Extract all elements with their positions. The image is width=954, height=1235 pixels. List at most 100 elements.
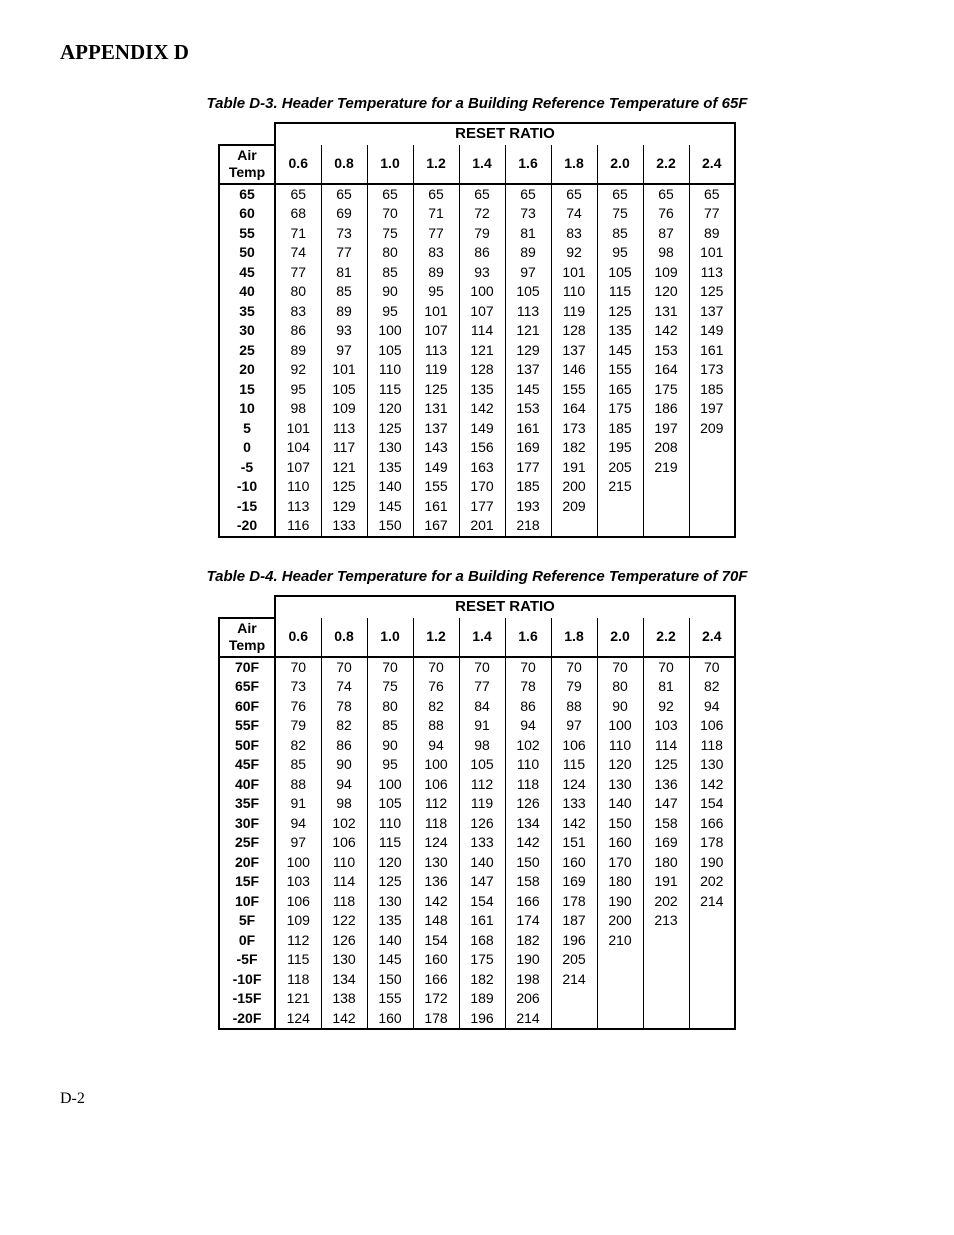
d3-cell: [643, 516, 689, 537]
d3-cell: 120: [643, 282, 689, 302]
d4-cell: 140: [459, 853, 505, 873]
d3-col-header: 0.6: [275, 145, 321, 184]
d3-col-header: 1.0: [367, 145, 413, 184]
d3-cell: 125: [413, 380, 459, 400]
d3-cell: 146: [551, 360, 597, 380]
d3-cell: [689, 438, 735, 458]
d4-cell: 150: [505, 853, 551, 873]
d3-col-header: 1.6: [505, 145, 551, 184]
d4-cell: 80: [597, 677, 643, 697]
d3-cell: [643, 477, 689, 497]
d4-row-label: -20F: [219, 1009, 275, 1030]
d4-cell: 190: [597, 892, 643, 912]
d3-cell: 173: [689, 360, 735, 380]
d4-cell: 142: [505, 833, 551, 853]
d3-cell: 133: [321, 516, 367, 537]
d4-cell: 90: [597, 697, 643, 717]
d3-cell: 125: [321, 477, 367, 497]
d3-cell: 135: [459, 380, 505, 400]
d4-cell: [551, 989, 597, 1009]
d4-row-header-label: AirTemp: [219, 618, 275, 657]
d4-cell: 202: [643, 892, 689, 912]
d3-table-row: 1098109120131142153164175186197: [219, 399, 735, 419]
d3-row-label: 5: [219, 419, 275, 439]
d3-cell: 150: [367, 516, 413, 537]
d3-row-label: 50: [219, 243, 275, 263]
d4-row-label: 15F: [219, 872, 275, 892]
d3-cell: 163: [459, 458, 505, 478]
d4-cell: 112: [459, 775, 505, 795]
d3-cell: 153: [505, 399, 551, 419]
d4-row-label: 45F: [219, 755, 275, 775]
d3-cell: 95: [597, 243, 643, 263]
d4-cell: 145: [367, 950, 413, 970]
d4-cell: 168: [459, 931, 505, 951]
d4-cell: [643, 931, 689, 951]
d4-cell: 110: [321, 853, 367, 873]
d3-cell: 113: [505, 302, 551, 322]
table-d3-caption: Table D-3. Header Temperature for a Buil…: [60, 95, 894, 112]
d4-cell: 175: [459, 950, 505, 970]
d4-cell: 90: [321, 755, 367, 775]
d4-cell: 120: [367, 853, 413, 873]
d4-cell: [643, 970, 689, 990]
d4-cell: [689, 989, 735, 1009]
d4-cell: 94: [321, 775, 367, 795]
d3-cell: 98: [643, 243, 689, 263]
d4-cell: 155: [367, 989, 413, 1009]
d3-cell: 89: [275, 341, 321, 361]
d4-cell: 160: [551, 853, 597, 873]
d3-cell: 95: [367, 302, 413, 322]
d4-cell: 130: [321, 950, 367, 970]
d4-table-row: 45F859095100105110115120125130: [219, 755, 735, 775]
d4-cell: 210: [597, 931, 643, 951]
d3-cell: 65: [459, 184, 505, 205]
d3-cell: 113: [689, 263, 735, 283]
d3-table-row: -5107121135149163177191205219: [219, 458, 735, 478]
d3-cell: 80: [275, 282, 321, 302]
d4-cell: 78: [505, 677, 551, 697]
d4-row-label: 20F: [219, 853, 275, 873]
d3-cell: 65: [505, 184, 551, 205]
d4-cell: 80: [367, 697, 413, 717]
d3-cell: 69: [321, 204, 367, 224]
d3-cell: 137: [505, 360, 551, 380]
d3-col-header: 2.2: [643, 145, 689, 184]
d4-table-row: 30F94102110118126134142150158166: [219, 814, 735, 834]
d4-cell: 105: [459, 755, 505, 775]
d3-cell: 77: [689, 204, 735, 224]
d3-cell: 75: [367, 224, 413, 244]
d3-cell: 205: [597, 458, 643, 478]
d4-row-label: 30F: [219, 814, 275, 834]
d4-cell: 118: [275, 970, 321, 990]
d3-cell: 93: [459, 263, 505, 283]
d4-cell: 118: [689, 736, 735, 756]
d3-table-row: 0104117130143156169182195208: [219, 438, 735, 458]
d3-cell: 155: [413, 477, 459, 497]
d3-cell: 185: [689, 380, 735, 400]
d3-cell: 129: [321, 497, 367, 517]
d3-cell: 117: [321, 438, 367, 458]
d4-cell: 82: [275, 736, 321, 756]
d4-table-row: 15F103114125136147158169180191202: [219, 872, 735, 892]
d3-cell: 65: [321, 184, 367, 205]
d3-cell: 201: [459, 516, 505, 537]
d4-cell: 174: [505, 911, 551, 931]
d3-cell: 110: [367, 360, 413, 380]
d3-cell: [689, 477, 735, 497]
d4-cell: 95: [367, 755, 413, 775]
d3-col-header: 2.0: [597, 145, 643, 184]
d3-cell: 140: [367, 477, 413, 497]
d4-col-header: 0.6: [275, 618, 321, 657]
d4-cell: 166: [413, 970, 459, 990]
d4-cell: 106: [413, 775, 459, 795]
d3-cell: 177: [459, 497, 505, 517]
d3-cell: 175: [597, 399, 643, 419]
d4-table-row: 65F73747576777879808182: [219, 677, 735, 697]
d4-cell: 88: [551, 697, 597, 717]
d4-cell: 88: [413, 716, 459, 736]
d3-cell: 115: [597, 282, 643, 302]
d4-cell: 122: [321, 911, 367, 931]
d3-cell: 65: [689, 184, 735, 205]
d3-cell: 80: [367, 243, 413, 263]
